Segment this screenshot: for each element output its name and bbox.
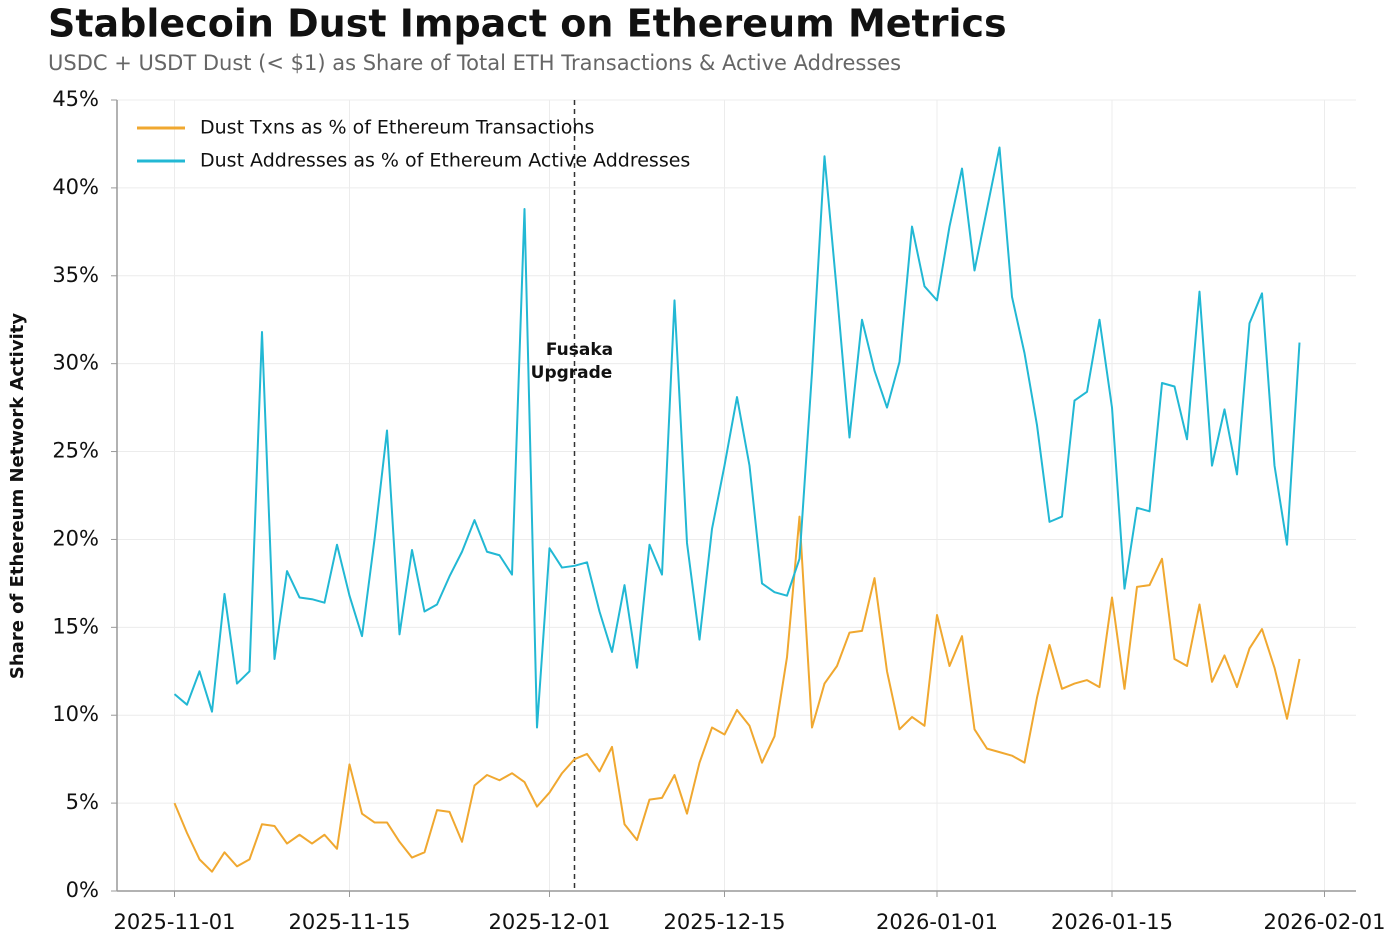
series-line bbox=[173, 515, 1301, 873]
x-tick-label: 2026-01-01 bbox=[876, 910, 998, 934]
x-tick-label: 2025-12-01 bbox=[488, 910, 610, 934]
annotation-text: Upgrade bbox=[531, 363, 613, 383]
y-tick-label: 30% bbox=[52, 351, 99, 375]
y-tick-label: 20% bbox=[52, 526, 99, 550]
y-axis-label: Share of Ethereum Network Activity bbox=[7, 313, 28, 679]
y-tick-label: 15% bbox=[52, 614, 99, 638]
x-tick-label: 2025-11-15 bbox=[288, 910, 410, 934]
y-tick-label: 45% bbox=[52, 87, 99, 111]
x-tick-label: 2026-01-15 bbox=[1051, 910, 1173, 934]
chart-title: Stablecoin Dust Impact on Ethereum Metri… bbox=[48, 2, 1007, 46]
x-tick-label: 2025-12-15 bbox=[663, 910, 785, 934]
y-tick-label: 5% bbox=[66, 790, 99, 814]
chart-subtitle: USDC + USDT Dust (< $1) as Share of Tota… bbox=[48, 51, 901, 75]
y-tick-label: 25% bbox=[52, 439, 99, 463]
y-tick-label: 0% bbox=[66, 878, 99, 902]
y-tick-label: 40% bbox=[52, 175, 99, 199]
annotation-text: Fusaka bbox=[546, 340, 613, 360]
x-tick-label: 2025-11-01 bbox=[113, 910, 235, 934]
y-tick-label: 35% bbox=[52, 263, 99, 287]
legend-label: Dust Addresses as % of Ethereum Active A… bbox=[200, 150, 690, 172]
series-line bbox=[173, 146, 1301, 729]
legend-label: Dust Txns as % of Ethereum Transactions bbox=[200, 117, 594, 139]
x-tick-label: 2026-02-01 bbox=[1263, 910, 1385, 934]
y-tick-label: 10% bbox=[52, 702, 99, 726]
